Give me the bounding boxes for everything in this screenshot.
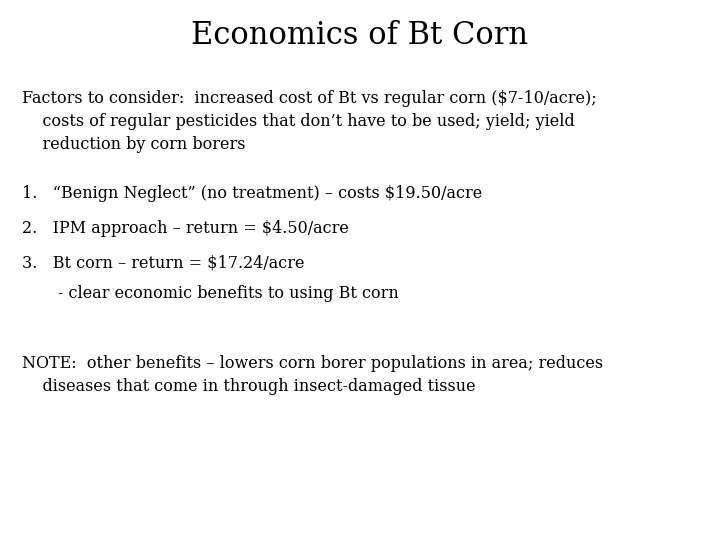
Text: 1.   “Benign Neglect” (no treatment) – costs $19.50/acre: 1. “Benign Neglect” (no treatment) – cos… bbox=[22, 185, 482, 202]
Text: 3.   Bt corn – return = $17.24/acre: 3. Bt corn – return = $17.24/acre bbox=[22, 255, 305, 272]
Text: Factors to consider:  increased cost of Bt vs regular corn ($7-10/acre);
    cos: Factors to consider: increased cost of B… bbox=[22, 90, 597, 153]
Text: NOTE:  other benefits – lowers corn borer populations in area; reduces
    disea: NOTE: other benefits – lowers corn borer… bbox=[22, 355, 603, 395]
Text: Economics of Bt Corn: Economics of Bt Corn bbox=[192, 20, 528, 51]
Text: 2.   IPM approach – return = $4.50/acre: 2. IPM approach – return = $4.50/acre bbox=[22, 220, 349, 237]
Text: - clear economic benefits to using Bt corn: - clear economic benefits to using Bt co… bbox=[22, 285, 399, 302]
